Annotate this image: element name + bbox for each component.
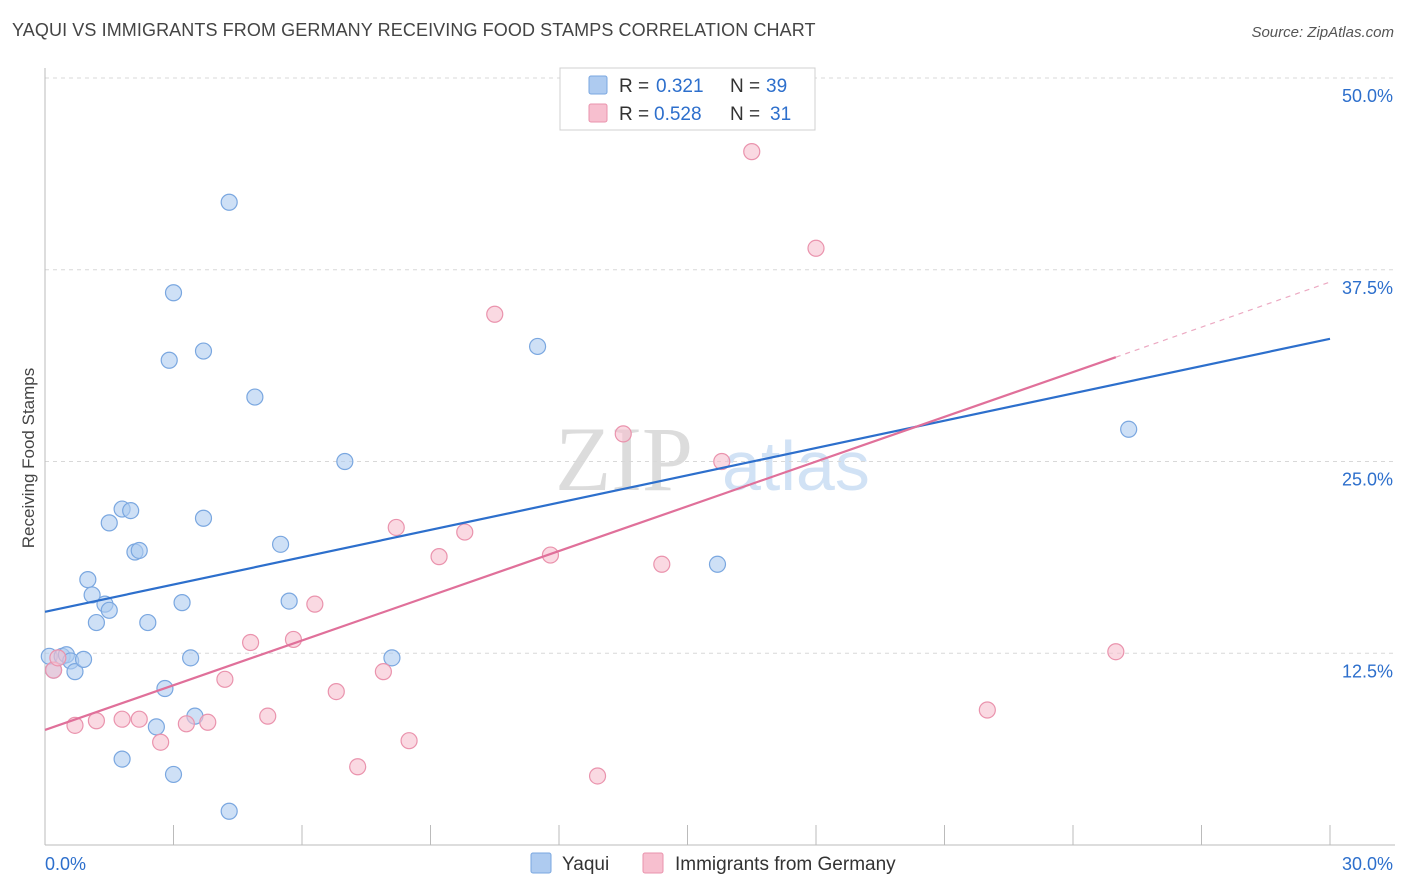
germany-point: [387, 518, 405, 537]
yaqui-point: [160, 351, 178, 369]
yaqui-point: [280, 592, 298, 610]
germany-point: [259, 707, 277, 725]
yaqui-point: [164, 765, 183, 784]
yaqui-point: [139, 613, 157, 632]
y-tick-label: 50.0%: [1342, 86, 1393, 106]
legend-germany-label: Immigrants from Germany: [675, 854, 896, 875]
yaqui-point: [79, 571, 97, 589]
chart-title: YAQUI VS IMMIGRANTS FROM GERMANY RECEIVI…: [12, 20, 816, 40]
y-tick-label: 25.0%: [1342, 470, 1393, 490]
watermark: ZIP atlas: [555, 408, 870, 510]
yaqui-point: [528, 337, 547, 356]
germany-trend-line: [44, 356, 1117, 731]
germany-point: [1107, 643, 1125, 661]
yaqui-point: [1120, 420, 1138, 438]
germany-point: [177, 715, 195, 733]
stats-legend: R = 0.321 N = 39 R = 0.528 N = 31: [559, 67, 816, 131]
germany-point: [242, 633, 260, 652]
yaqui-point: [83, 586, 101, 604]
germany-point: [374, 663, 392, 681]
germany-point: [978, 701, 996, 719]
germany-point: [152, 733, 170, 751]
germany-n-value: 31: [770, 104, 791, 125]
source-credit: Source: ZipAtlas.com: [1251, 24, 1394, 41]
germany-swatch: [588, 103, 608, 123]
yaqui-point: [246, 388, 264, 406]
y-tick-label: 37.5%: [1342, 278, 1393, 298]
germany-point: [113, 710, 131, 728]
x-tick-label: 0.0%: [45, 854, 86, 874]
yaqui-point: [383, 649, 401, 667]
x-tick-label: 30.0%: [1342, 854, 1393, 874]
germany-point: [327, 682, 345, 701]
legend-germany-swatch: [642, 852, 664, 874]
germany-point: [430, 548, 448, 566]
germany-point: [486, 305, 504, 323]
yaqui-point: [271, 535, 290, 553]
yaqui-r-value: 0.321: [656, 76, 704, 97]
germany-point: [306, 595, 324, 613]
yaqui-point: [164, 284, 183, 302]
yaqui-point: [182, 649, 200, 667]
yaqui-n-value: 39: [766, 76, 787, 97]
yaqui-point: [100, 601, 118, 619]
yaqui-point: [220, 802, 238, 820]
yaqui-point: [113, 750, 131, 768]
yaqui-point: [87, 613, 106, 632]
x-tick-labels: 0.0% 30.0%: [45, 854, 1393, 874]
watermark-atlas: atlas: [722, 427, 870, 505]
germany-point: [49, 649, 67, 667]
germany-point: [588, 767, 607, 785]
germany-point: [456, 523, 474, 541]
germany-point: [284, 630, 303, 649]
trend-lines: [44, 281, 1331, 731]
series-legend: Yaqui Immigrants from Germany: [530, 852, 896, 875]
germany-point: [130, 710, 148, 728]
watermark-zip: ZIP: [555, 408, 693, 510]
y-axis-label: Receiving Food Stamps: [19, 368, 38, 548]
germany-point: [349, 758, 367, 776]
yaqui-point: [708, 555, 727, 573]
germany-point: [743, 143, 761, 161]
germany-point: [614, 425, 632, 443]
germany-r-label: R =: [619, 104, 649, 125]
yaqui-point: [194, 342, 213, 360]
yaqui-r-label: R =: [619, 76, 649, 97]
germany-trend-extension: [1115, 281, 1331, 358]
germany-point: [216, 670, 234, 688]
yaqui-n-label: N =: [730, 76, 760, 97]
yaqui-point: [74, 650, 93, 668]
yaqui-point: [147, 718, 165, 736]
yaqui-point: [100, 514, 118, 532]
yaqui-point: [173, 594, 191, 612]
germany-point: [199, 713, 217, 731]
germany-r-value: 0.528: [654, 104, 702, 125]
yaqui-point: [336, 452, 354, 471]
yaqui-point: [122, 501, 140, 520]
yaqui-swatch: [588, 75, 608, 95]
y-tick-label: 12.5%: [1342, 661, 1393, 681]
germany-point: [713, 452, 731, 471]
germany-point: [807, 239, 825, 257]
yaqui-point: [130, 541, 148, 560]
yaqui-point: [66, 663, 84, 681]
legend-yaqui-label: Yaqui: [562, 854, 609, 875]
yaqui-point: [194, 509, 213, 527]
yaqui-trend-line: [44, 337, 1331, 613]
germany-n-label: N =: [730, 104, 760, 125]
germany-point: [400, 732, 418, 750]
germany-point: [653, 555, 671, 573]
yaqui-point: [220, 193, 238, 211]
y-tick-labels: 12.5% 25.0% 37.5% 50.0%: [1342, 86, 1393, 681]
axes: [44, 68, 1395, 846]
legend-yaqui-swatch: [530, 852, 552, 874]
